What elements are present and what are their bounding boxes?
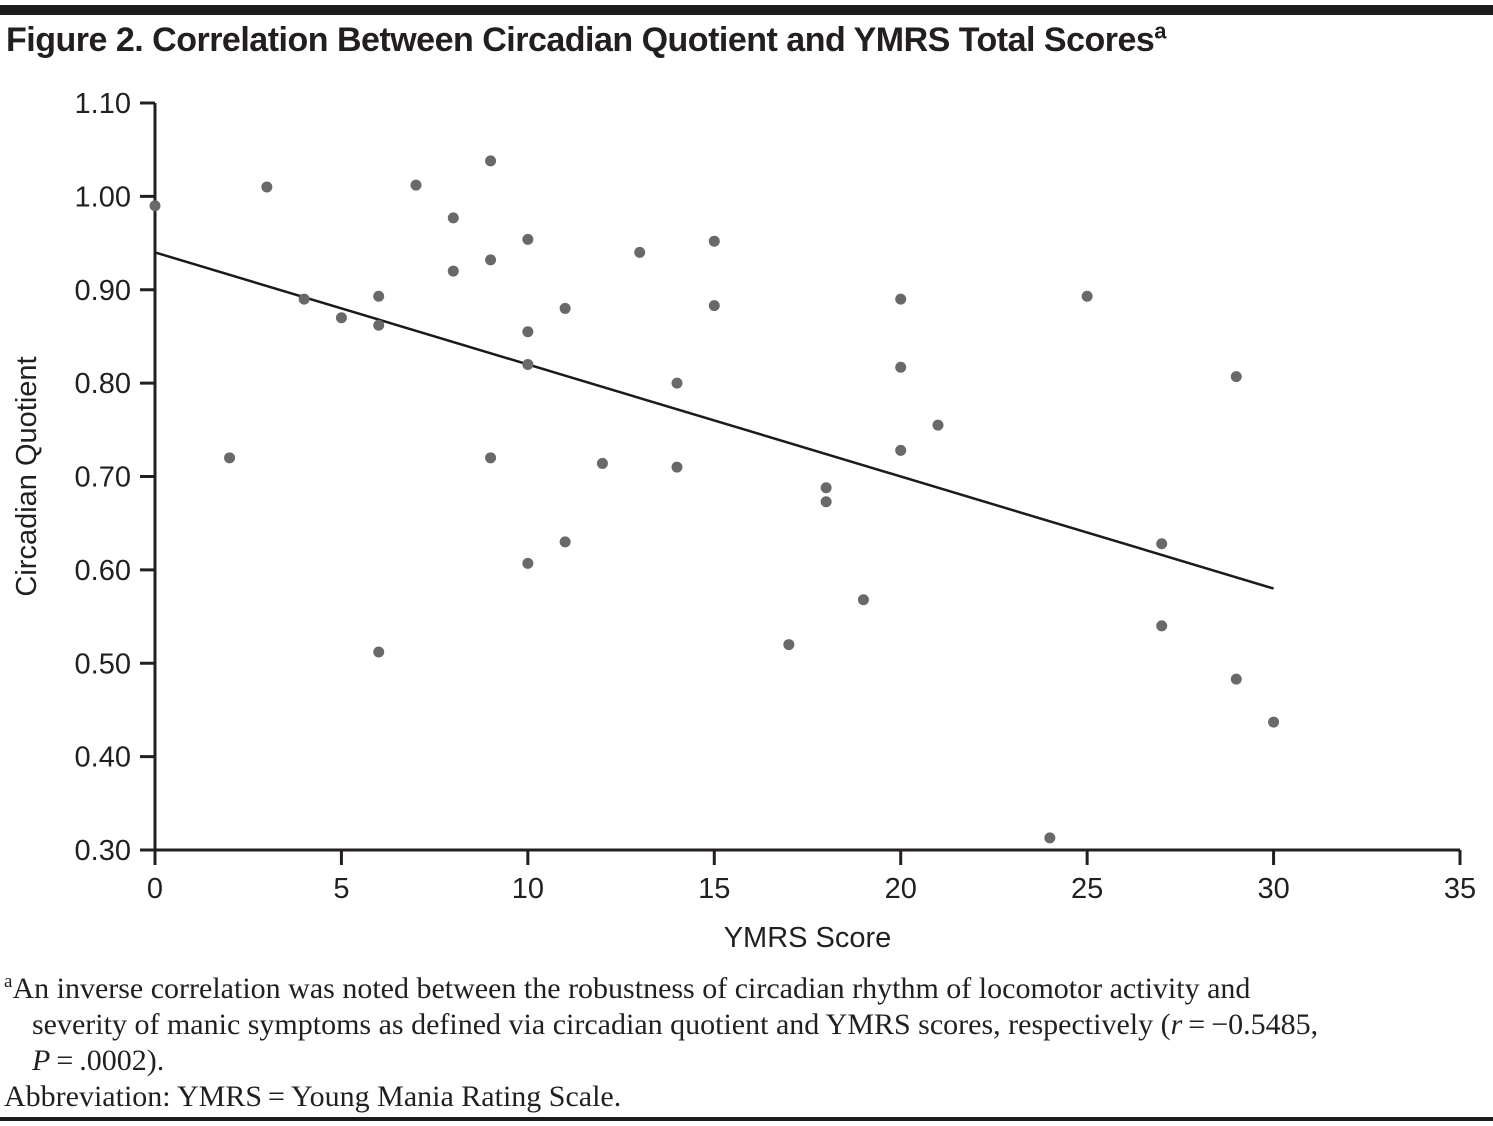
y-tick-label: 0.30 [75,835,131,867]
x-tick-label: 25 [1071,873,1103,905]
y-tick-label: 0.90 [75,275,131,307]
footnote-line-2: severity of manic symptoms as defined vi… [4,1007,1484,1043]
figure-title: Figure 2. Correlation Between Circadian … [6,18,1167,60]
footnote-r-symbol: r [1170,1008,1183,1041]
x-tick-label: 5 [333,873,349,905]
data-point [820,496,832,508]
x-tick-label: 15 [698,873,730,905]
footnote: aAn inverse correlation was noted betwee… [4,971,1484,1115]
footnote-superscript: a [4,971,13,992]
data-point [708,300,720,312]
y-tick-label: 1.00 [75,181,131,213]
figure-title-superscript: a [1154,18,1167,44]
data-point [708,235,720,247]
footnote-line-1: aAn inverse correlation was noted betwee… [4,971,1484,1007]
x-tick-label: 35 [1444,873,1476,905]
data-point [932,419,944,431]
data-point [1044,832,1056,844]
footnote-line-3: P = .0002). [4,1043,1484,1079]
data-point [671,377,683,389]
data-point [634,246,646,258]
data-point [895,444,907,456]
data-point [485,155,497,167]
footnote-line-3-stat: = .0002). [50,1044,165,1077]
data-point [373,646,385,658]
data-point [522,557,534,569]
data-point [671,461,683,473]
y-tick-label: 0.50 [75,648,131,680]
footnote-abbreviation: Abbreviation: YMRS = Young Mania Rating … [4,1079,1484,1115]
data-point [522,326,534,338]
data-point [857,594,869,606]
bottom-rule [0,1117,1493,1121]
data-point [1081,290,1093,302]
footnote-p-symbol: P [32,1044,51,1077]
footnote-line-2-stat: = −0.5485, [1182,1008,1319,1041]
y-tick-label: 0.80 [75,368,131,400]
data-point [1268,716,1280,728]
data-point [1156,620,1168,632]
data-point [335,312,347,324]
x-tick-label: 20 [885,873,917,905]
data-point [298,293,310,305]
data-point [1230,371,1242,383]
data-point [373,290,385,302]
x-tick-label: 10 [512,873,544,905]
data-point [1156,538,1168,550]
y-axis-title: Circadian Quotient [11,356,43,596]
data-point [410,179,422,191]
x-axis-title: YMRS Score [724,922,892,954]
data-point [1230,673,1242,685]
data-point [485,452,497,464]
data-point [447,212,459,224]
y-tick-label: 1.10 [75,88,131,120]
data-point [783,639,795,651]
data-point [447,265,459,277]
footnote-abbreviation-text: Abbreviation: YMRS = Young Mania Rating … [4,1080,622,1113]
data-point [522,233,534,245]
figure-title-text: Figure 2. Correlation Between Circadian … [6,21,1155,59]
data-point [895,293,907,305]
data-point [373,319,385,331]
y-tick-label: 0.60 [75,555,131,587]
top-rule [0,5,1493,15]
data-point [895,361,907,373]
x-tick-label: 0 [147,873,163,905]
data-point [596,457,608,469]
data-point [485,254,497,266]
data-point [261,181,273,193]
data-point [224,452,236,464]
trend-line [154,251,1274,590]
data-point [559,302,571,314]
footnote-line-2-text: severity of manic symptoms as defined vi… [32,1008,1171,1041]
data-point [522,358,534,370]
data-point [820,482,832,494]
y-tick-label: 0.70 [75,462,131,494]
scatter-chart: 0.30 0.40 0.50 0.60 0.70 0.80 0.90 1.00 1.10 0 5 10… [11,88,1476,954]
data-point [149,200,161,212]
x-tick-label: 30 [1257,873,1289,905]
y-tick-label: 0.40 [75,742,131,774]
data-point [559,536,571,548]
footnote-line-1-text: An inverse correlation was noted between… [12,972,1251,1005]
